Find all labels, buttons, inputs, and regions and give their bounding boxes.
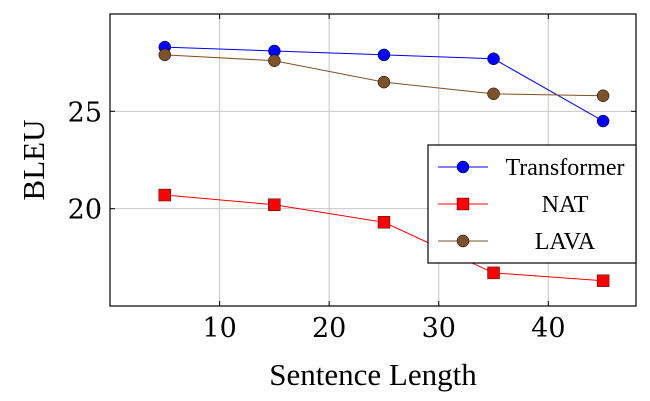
tick-labels: 10 20 30 40 20 25	[68, 97, 566, 344]
nat-point	[158, 188, 171, 202]
legend-marker-transformer	[456, 160, 470, 174]
lava-point	[377, 75, 391, 89]
y-axis-label: BLEU	[16, 120, 51, 201]
transformer-point	[596, 114, 610, 128]
x-tick-label: 20	[312, 313, 346, 344]
lava-point	[487, 87, 500, 101]
legend-marker-nat	[456, 197, 470, 211]
nat-point	[596, 274, 610, 287]
legend-label-transformer: Transformer	[505, 155, 624, 181]
legend-marker-lava	[456, 234, 470, 248]
x-tick-label: 10	[202, 313, 236, 344]
x-tick-label: 40	[531, 313, 565, 344]
y-tick-label: 20	[68, 195, 102, 226]
y-tick-label: 25	[68, 97, 102, 128]
nat-point	[268, 198, 281, 211]
x-tick-label: 30	[422, 313, 456, 344]
x-axis-label: Sentence Length	[269, 357, 477, 392]
legend: Transformer NAT LAVA	[427, 144, 637, 264]
legend-label-lava: LAVA	[535, 229, 596, 255]
lava-point	[596, 89, 610, 103]
nat-point	[377, 216, 391, 229]
nat-point	[487, 266, 500, 280]
transformer-point	[487, 52, 500, 66]
lava-point	[158, 48, 172, 62]
series-markers	[158, 40, 610, 287]
transformer-point	[377, 48, 391, 62]
lava-point	[268, 54, 281, 67]
legend-label-nat: NAT	[542, 192, 589, 218]
